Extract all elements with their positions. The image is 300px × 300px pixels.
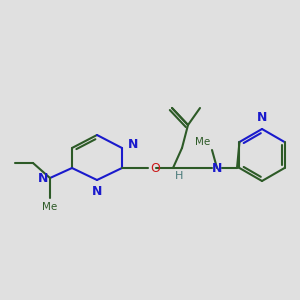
Text: O: O <box>150 161 160 175</box>
Text: Me: Me <box>42 202 58 212</box>
Text: Me: Me <box>195 137 210 147</box>
Text: H: H <box>175 171 183 181</box>
Text: N: N <box>128 139 138 152</box>
Text: N: N <box>212 161 222 175</box>
Text: N: N <box>257 111 267 124</box>
Text: N: N <box>92 185 102 198</box>
Text: N: N <box>38 172 48 184</box>
